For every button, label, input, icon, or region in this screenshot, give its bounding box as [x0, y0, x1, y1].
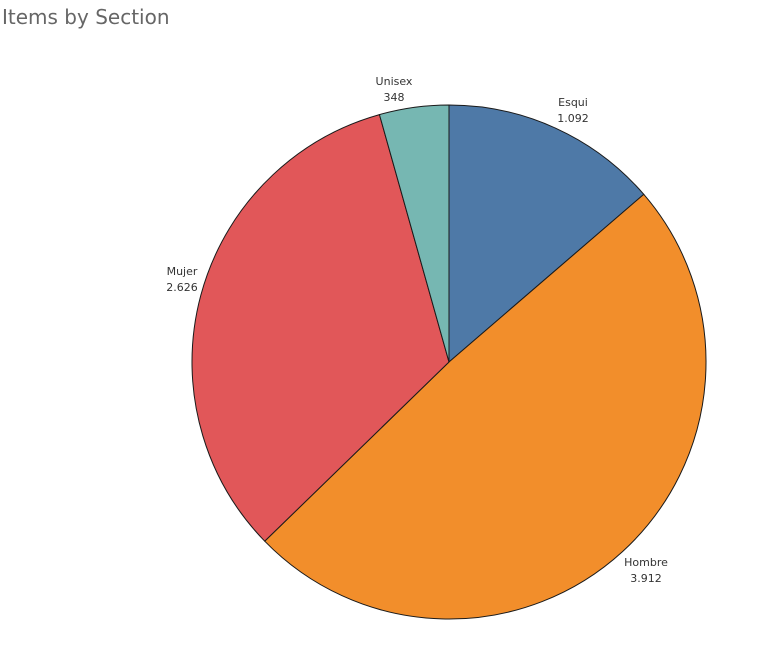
pie-slice-unisex[interactable]	[378, 104, 450, 363]
pie-slice-esqui[interactable]	[448, 104, 645, 364]
slice-label-hombre: Hombre	[624, 556, 668, 569]
chart-title: Items by Section	[2, 5, 170, 29]
pie-slices	[191, 104, 707, 620]
slice-label-unisex: Unisex	[376, 75, 413, 88]
slice-value-esqui: 1.092	[557, 112, 589, 125]
slice-value-unisex: 348	[384, 91, 405, 104]
pie-slice-hombre[interactable]	[264, 193, 707, 620]
slice-label-mujer: Mujer	[167, 265, 198, 278]
pie-slice-mujer[interactable]	[191, 113, 450, 542]
slice-value-mujer: 2.626	[166, 281, 198, 294]
slice-value-hombre: 3.912	[630, 572, 662, 585]
slice-labels: Esqui 1.092 Hombre 3.912 Mujer 2.626 Unisex 348	[166, 75, 668, 585]
slice-label-esqui: Esqui	[558, 96, 588, 109]
